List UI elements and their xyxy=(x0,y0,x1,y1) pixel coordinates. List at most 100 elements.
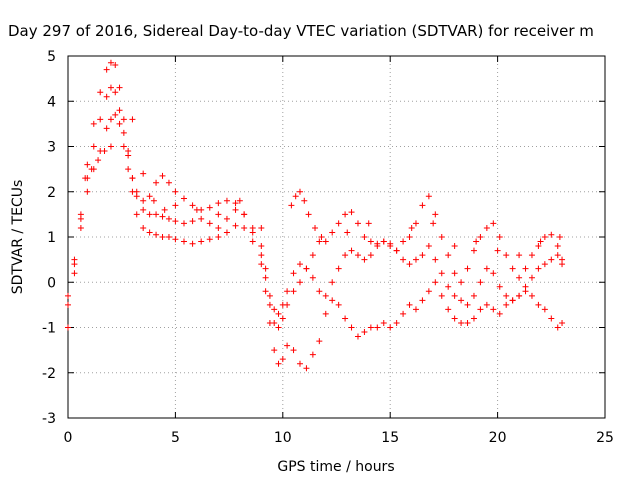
data-point xyxy=(288,202,295,209)
data-point xyxy=(348,247,355,254)
y-tick-labels: -3 -2 -1 0 1 2 3 4 5 xyxy=(42,49,56,427)
data-point xyxy=(322,292,329,299)
data-point xyxy=(284,301,291,308)
y-tick-label: -3 xyxy=(42,411,56,427)
x-tick-label: 10 xyxy=(274,430,292,446)
data-point xyxy=(318,234,325,240)
data-point xyxy=(451,315,458,322)
data-point xyxy=(146,229,153,236)
data-point xyxy=(445,252,452,259)
data-point xyxy=(189,218,196,225)
data-point xyxy=(241,224,248,231)
data-point xyxy=(125,166,132,173)
y-tick-label: 4 xyxy=(47,94,56,110)
data-point xyxy=(275,310,282,317)
x-axis-title: GPS time / hours xyxy=(277,459,394,475)
data-point xyxy=(408,224,415,231)
data-point xyxy=(419,297,426,304)
data-point xyxy=(432,256,439,263)
data-point xyxy=(335,220,342,227)
data-point xyxy=(548,256,555,263)
data-point xyxy=(516,252,523,259)
data-point xyxy=(232,222,239,229)
data-point xyxy=(165,234,172,240)
data-point xyxy=(206,204,213,211)
data-point xyxy=(161,206,168,213)
data-point xyxy=(451,270,458,277)
y-tick-label: 2 xyxy=(47,185,56,201)
data-point xyxy=(275,324,282,331)
data-point xyxy=(541,234,548,240)
data-point xyxy=(296,188,303,195)
data-point xyxy=(232,206,239,213)
data-point xyxy=(305,211,312,218)
grid-lines xyxy=(68,56,605,418)
data-point xyxy=(180,195,187,202)
data-point xyxy=(77,215,84,222)
data-point xyxy=(101,148,108,155)
data-point xyxy=(419,252,426,259)
data-point xyxy=(116,107,123,114)
data-point xyxy=(232,200,239,207)
data-point xyxy=(432,211,439,218)
data-point xyxy=(309,274,316,281)
data-point xyxy=(189,240,196,247)
data-point xyxy=(322,310,329,317)
data-point xyxy=(374,243,381,250)
data-point xyxy=(367,324,374,331)
data-point xyxy=(65,292,71,299)
data-point xyxy=(198,238,205,245)
data-point xyxy=(451,292,458,299)
data-point xyxy=(258,252,265,259)
data-point xyxy=(103,125,110,132)
data-point xyxy=(223,229,230,236)
data-point xyxy=(275,360,282,367)
data-point xyxy=(361,234,368,240)
data-points xyxy=(65,59,566,372)
y-tick-label: -1 xyxy=(42,321,56,337)
data-point xyxy=(329,297,336,304)
data-point xyxy=(125,152,132,159)
data-point xyxy=(284,342,291,349)
data-point xyxy=(180,238,187,245)
data-point xyxy=(554,324,561,331)
data-point xyxy=(322,238,329,245)
data-point xyxy=(342,252,349,259)
data-point xyxy=(71,256,78,263)
data-point xyxy=(537,238,544,245)
data-point xyxy=(438,270,445,277)
data-point xyxy=(84,188,91,195)
data-point xyxy=(241,211,248,218)
data-point xyxy=(129,116,136,123)
data-point xyxy=(535,301,542,308)
data-point xyxy=(393,247,400,254)
data-point xyxy=(367,252,374,259)
data-point xyxy=(258,261,265,268)
data-point xyxy=(419,202,426,209)
data-point xyxy=(451,243,458,250)
data-point xyxy=(541,306,548,313)
data-point xyxy=(522,265,529,272)
data-point xyxy=(393,319,400,326)
x-tick-labels: 0 5 10 15 20 25 xyxy=(64,430,614,446)
data-point xyxy=(301,197,308,204)
data-point xyxy=(342,211,349,218)
data-point xyxy=(445,306,452,313)
data-point xyxy=(133,193,140,200)
data-point xyxy=(84,161,91,168)
data-point xyxy=(503,301,510,308)
y-tick-label: 3 xyxy=(47,140,56,156)
data-point xyxy=(90,143,97,150)
data-point xyxy=(509,265,516,272)
data-point xyxy=(309,252,316,259)
data-point xyxy=(344,229,351,236)
chart-title: Day 297 of 2016, Sidereal Day-to-day VTE… xyxy=(8,22,594,40)
data-point xyxy=(490,220,497,227)
data-point xyxy=(412,256,419,263)
data-point xyxy=(473,238,480,245)
data-point xyxy=(153,211,160,218)
data-point xyxy=(271,306,278,313)
y-tick-label: -2 xyxy=(42,366,56,382)
data-point xyxy=(335,301,342,308)
data-point xyxy=(120,116,127,123)
